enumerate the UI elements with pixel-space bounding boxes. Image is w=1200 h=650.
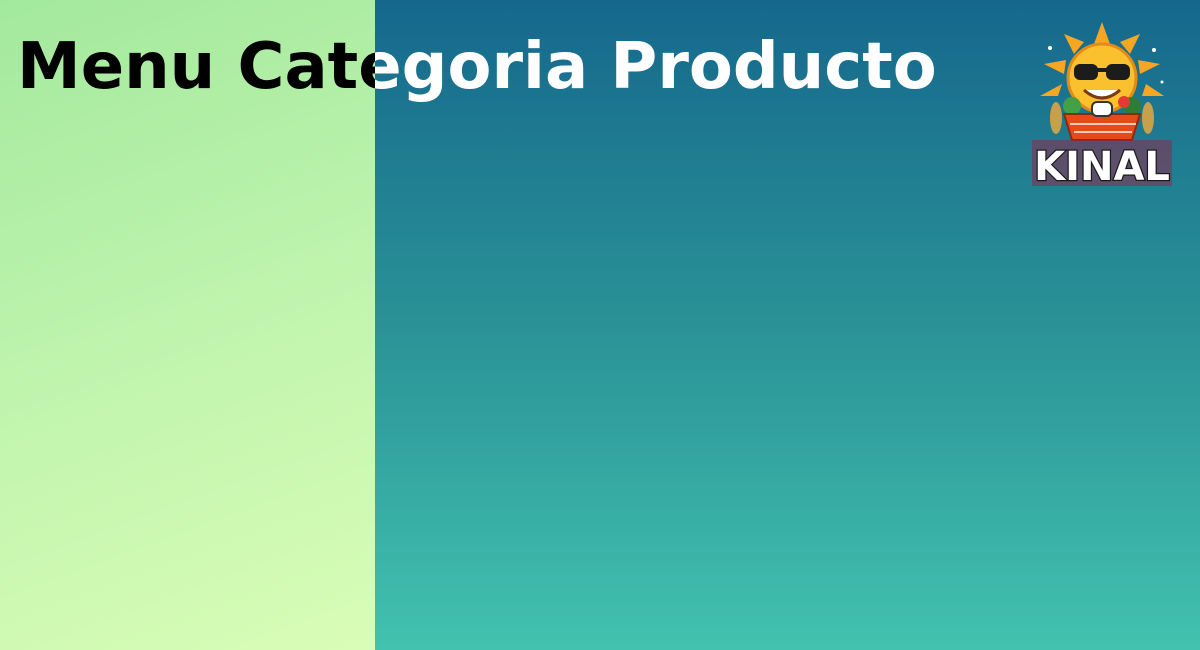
left-panel	[0, 0, 375, 650]
logo-text: KINAL	[1034, 144, 1170, 190]
sun-mascot-basket-icon	[1040, 22, 1164, 141]
page-title-light: Menu Categoria Producto	[17, 30, 937, 104]
right-panel	[375, 0, 1200, 650]
kinal-logo: KINAL	[1032, 22, 1172, 190]
